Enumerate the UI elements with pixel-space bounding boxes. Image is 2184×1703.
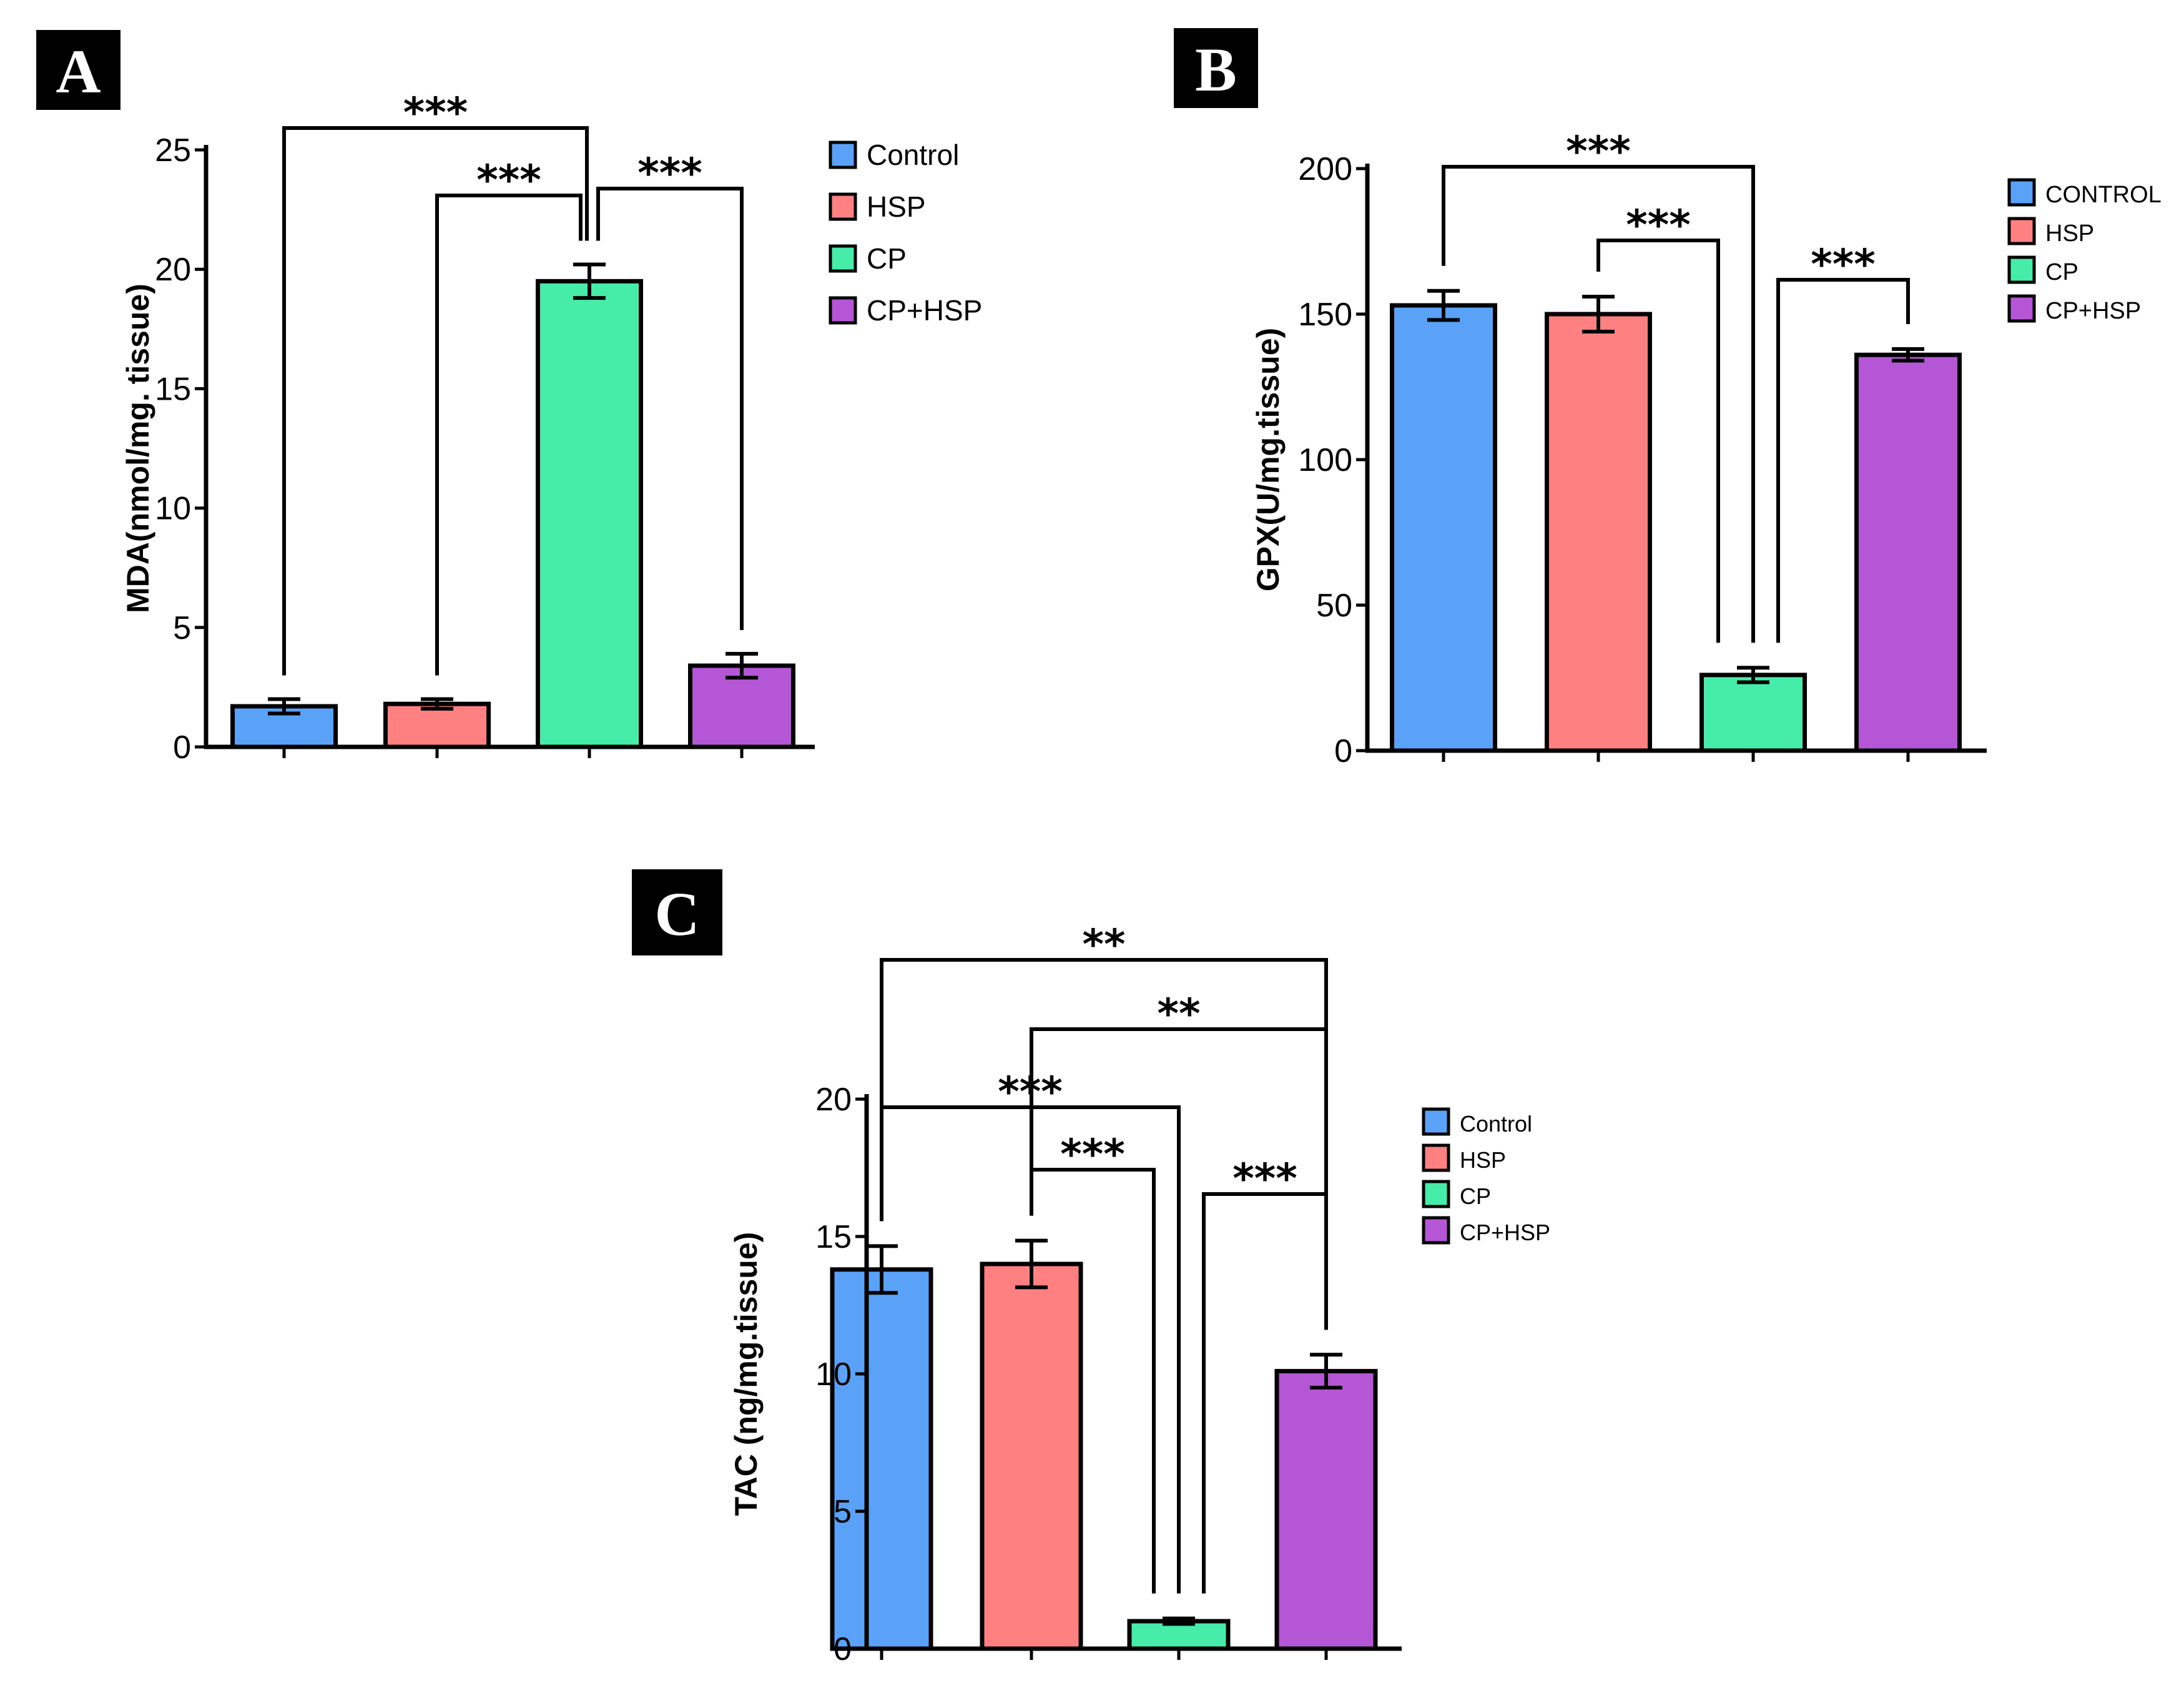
legend-swatch — [1422, 1143, 1450, 1172]
legend-label: Control — [867, 139, 959, 171]
panel-letter: C — [654, 879, 699, 949]
bar-hsp — [1545, 312, 1652, 753]
legend-label: CONTROL — [2045, 182, 2162, 208]
bar-cp — [536, 279, 643, 749]
legend-swatch — [829, 244, 857, 273]
y-tick-label: 10 — [155, 491, 191, 527]
legend: CONTROL HSP CP CP+HSP — [2007, 178, 2162, 324]
legend-label: CP — [867, 242, 907, 275]
y-tick-label: 50 — [1316, 588, 1352, 624]
significance-label: *** — [1811, 240, 1876, 289]
y-tick-label: 200 — [1298, 151, 1352, 187]
legend-label: CP — [2045, 259, 2078, 285]
y-tick-label: 25 — [155, 132, 191, 169]
y-axis-label: MDA(nmol/mg. tissue) — [121, 284, 155, 613]
legend-label: HSP — [1460, 1147, 1506, 1173]
bar-hsp — [383, 701, 491, 749]
legend-swatch — [2007, 255, 2036, 284]
significance-label: ** — [1082, 921, 1125, 969]
significance-bracket — [1776, 278, 1910, 643]
significance-bracket — [435, 194, 583, 676]
y-tick-label: 0 — [173, 729, 191, 766]
y-axis-label: GPX(U/mg.tissue) — [1251, 328, 1286, 591]
legend-swatch — [2007, 294, 2036, 323]
panel-letter-box — [36, 30, 121, 110]
y-tick-label: 150 — [1298, 297, 1352, 333]
significance-label: *** — [637, 149, 702, 197]
significance-label: *** — [1566, 127, 1631, 175]
bar-cp — [1699, 673, 1807, 753]
y-tick-label: 10 — [815, 1356, 852, 1393]
bar-cp-plus-hsp — [1274, 1369, 1378, 1651]
y-tick-label: 15 — [815, 1219, 852, 1255]
legend: Control HSP CP CP+HSP — [829, 139, 982, 327]
y-tick-label: 0 — [834, 1631, 852, 1667]
panel-b: B050100150200GPX(U/mg.tissue)CONTROLHSPC… — [1174, 28, 2162, 769]
y-tick-label: 5 — [834, 1494, 852, 1530]
y-tick-label: 5 — [173, 610, 191, 646]
legend-label: CP+HSP — [2045, 298, 2141, 324]
significance-bracket — [1202, 1192, 1328, 1594]
legend-label: CP — [1460, 1183, 1491, 1209]
significance-bracket — [880, 1105, 1181, 1594]
bar-control — [1390, 303, 1497, 753]
significance-label: *** — [476, 156, 541, 204]
bar-cp-plus-hsp — [1854, 352, 1962, 753]
significance-bracket — [1596, 239, 1720, 643]
significance-label: *** — [403, 89, 468, 137]
legend-label: Control — [1460, 1111, 1532, 1137]
y-tick-label: 100 — [1298, 442, 1352, 478]
legend-label: CP+HSP — [867, 294, 982, 327]
y-axis-label: TAC (ng/mg.tissue) — [729, 1232, 764, 1516]
legend-swatch — [2007, 217, 2036, 245]
legend-swatch — [829, 192, 857, 221]
legend: Control HSP CP CP+HSP — [1422, 1107, 1550, 1245]
y-tick-label: 15 — [155, 371, 191, 407]
legend-label: HSP — [867, 190, 926, 223]
y-tick-label: 0 — [1334, 733, 1352, 769]
legend-swatch — [829, 141, 857, 169]
significance-bracket — [1030, 1168, 1156, 1594]
panel-letter: B — [1195, 35, 1237, 104]
significance-label: *** — [1232, 1155, 1297, 1203]
panel-a: A 0 5 10 15 20 25 MDA(nmol/mg. tissue) Control HS… — [36, 30, 982, 766]
significance-bracket — [282, 126, 589, 676]
significance-bracket — [1030, 1027, 1328, 1330]
significance-bracket — [1442, 165, 1755, 643]
legend-label: CP+HSP — [1460, 1220, 1550, 1245]
significance-label: ** — [1157, 990, 1200, 1038]
y-tick-label: 20 — [155, 252, 191, 288]
bar-control — [830, 1267, 933, 1651]
bar-hsp — [980, 1261, 1083, 1651]
panel-letter: A — [56, 37, 101, 106]
significance-bracket — [596, 187, 744, 630]
panel-letter-box — [632, 869, 722, 955]
legend-swatch — [1422, 1216, 1450, 1245]
significance-label: *** — [1060, 1130, 1125, 1178]
legend-swatch — [1422, 1107, 1450, 1136]
legend-swatch — [829, 296, 857, 325]
panel-letter-box — [1174, 28, 1258, 108]
significance-label: *** — [998, 1068, 1063, 1116]
significance-label: *** — [1626, 201, 1691, 249]
y-tick-label: 20 — [815, 1082, 852, 1118]
legend-swatch — [1422, 1180, 1450, 1208]
legend-label: HSP — [2045, 220, 2094, 247]
legend-swatch — [2007, 178, 2036, 207]
